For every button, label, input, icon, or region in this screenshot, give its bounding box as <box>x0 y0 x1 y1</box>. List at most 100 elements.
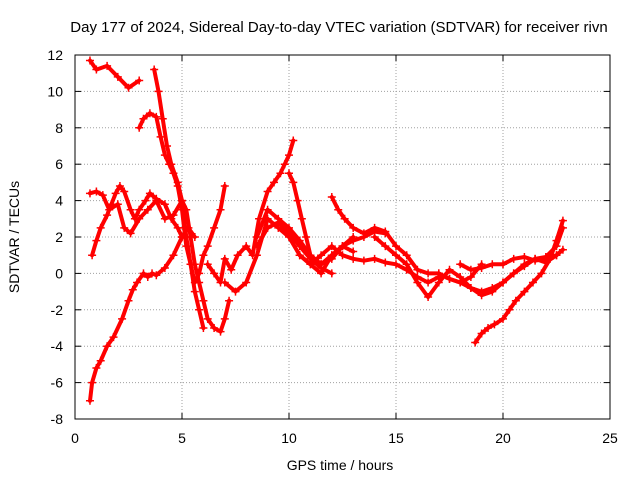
data-point <box>154 87 163 96</box>
data-point <box>133 278 142 287</box>
data-point <box>199 296 208 305</box>
data-point <box>528 278 537 287</box>
data-point <box>124 83 133 92</box>
data-point <box>152 112 161 121</box>
data-point <box>558 245 567 254</box>
data-point <box>242 278 251 287</box>
data-point <box>160 263 169 272</box>
data-point <box>113 72 122 81</box>
data-point <box>317 260 326 269</box>
data-series <box>85 56 567 405</box>
data-point <box>143 205 152 214</box>
data-point <box>233 251 242 260</box>
data-point <box>505 305 514 314</box>
data-point <box>160 214 169 223</box>
data-point <box>169 251 178 260</box>
data-point <box>359 229 368 238</box>
data-point <box>466 283 475 292</box>
data-point <box>413 265 422 274</box>
data-point <box>327 251 336 260</box>
series-arc-16 <box>471 216 567 347</box>
data-point <box>263 187 272 196</box>
data-point <box>156 132 165 141</box>
data-point <box>349 254 358 263</box>
data-point <box>276 169 285 178</box>
data-point <box>103 342 112 351</box>
data-point <box>252 251 261 260</box>
data-point <box>295 242 304 251</box>
data-point <box>295 251 304 260</box>
series-line <box>458 253 559 272</box>
data-point <box>173 178 182 187</box>
data-point <box>231 287 240 296</box>
y-tick-label: 10 <box>47 83 63 99</box>
series-arc-1 <box>85 56 144 92</box>
x-tick-label: 20 <box>495 430 511 446</box>
data-point <box>509 254 518 263</box>
data-point <box>135 123 144 132</box>
data-point <box>152 196 161 205</box>
data-point <box>148 269 157 278</box>
data-point <box>225 296 234 305</box>
data-point <box>511 296 520 305</box>
data-point <box>263 223 272 232</box>
data-point <box>285 151 293 160</box>
data-point <box>520 287 529 296</box>
data-point <box>139 269 148 278</box>
data-point <box>167 160 176 169</box>
y-axis-label: SDTVAR / TECUs <box>6 181 22 293</box>
data-point <box>227 265 236 274</box>
data-point <box>274 218 283 227</box>
data-point <box>327 192 336 201</box>
series-line <box>254 220 334 276</box>
data-point <box>327 269 336 278</box>
data-point <box>98 191 107 200</box>
data-point <box>520 253 529 262</box>
data-point <box>424 269 433 278</box>
y-tick-label: -2 <box>51 302 64 318</box>
data-point <box>392 242 400 251</box>
data-point <box>210 269 219 278</box>
data-point <box>210 324 219 332</box>
series-arc-3 <box>88 182 186 260</box>
data-point <box>150 65 159 74</box>
data-point <box>490 320 499 329</box>
data-point <box>199 251 208 260</box>
data-point <box>402 260 411 269</box>
data-point <box>456 260 465 269</box>
data-point <box>92 187 101 196</box>
data-point <box>445 274 454 283</box>
data-point <box>456 278 465 287</box>
data-point <box>145 189 154 198</box>
y-tick-label: -8 <box>51 411 64 427</box>
data-point <box>509 269 518 278</box>
series-arc-7 <box>203 136 298 287</box>
data-point <box>145 109 154 118</box>
data-point <box>471 338 480 347</box>
data-point <box>349 223 358 232</box>
data-point <box>499 314 507 323</box>
x-tick-label: 25 <box>602 430 618 446</box>
data-point <box>488 260 497 269</box>
series-line <box>152 67 227 285</box>
axis-ticks: 0 5 10 15 20 25 -8 -6 -4 -2 0 2 4 6 8 10 12 <box>47 47 618 446</box>
data-point <box>85 396 94 405</box>
data-point <box>392 251 400 260</box>
data-point <box>434 278 443 287</box>
grid-lines <box>75 55 610 419</box>
data-point <box>186 260 195 269</box>
data-point <box>220 278 229 287</box>
data-point <box>203 314 212 323</box>
data-point <box>158 114 167 123</box>
data-point <box>541 254 550 263</box>
data-point <box>499 260 507 269</box>
data-point <box>92 65 101 74</box>
y-tick-label: -6 <box>51 375 64 391</box>
data-point <box>92 236 101 245</box>
chart-title: Day 177 of 2024, Sidereal Day-to-day VTE… <box>70 19 607 36</box>
data-point <box>488 287 497 296</box>
data-point <box>139 114 148 123</box>
data-point <box>124 296 133 305</box>
y-tick-label: 2 <box>55 229 63 245</box>
data-point <box>466 273 475 282</box>
